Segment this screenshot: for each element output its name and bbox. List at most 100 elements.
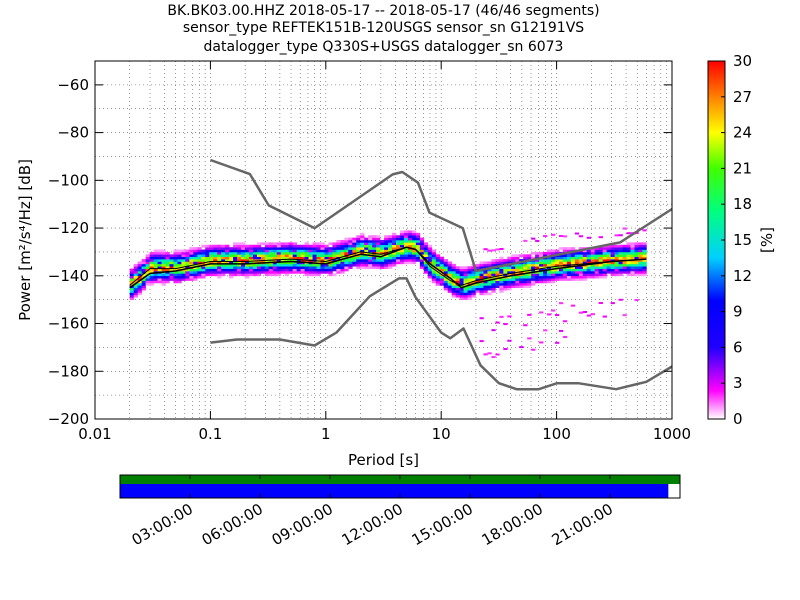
psd-cell	[388, 266, 393, 269]
psd-cell	[499, 287, 504, 291]
psd-cell	[276, 244, 282, 248]
psd-cell	[201, 244, 206, 248]
psd-cell	[348, 249, 353, 253]
psd-cell	[439, 263, 445, 267]
psd-cell	[535, 278, 540, 281]
psd-cell	[384, 235, 389, 238]
psd-cell	[467, 266, 472, 269]
psd-cell	[447, 263, 452, 267]
psd-cell	[153, 249, 158, 253]
psd-cell	[225, 259, 230, 262]
psd-cell	[169, 259, 174, 262]
psd-cell	[551, 309, 556, 312]
psd-cell	[137, 280, 142, 284]
psd-cell	[531, 261, 536, 265]
psd-cell	[602, 275, 607, 279]
psd-cell	[392, 251, 397, 255]
psd-cell	[614, 271, 619, 274]
psd-cell	[332, 266, 337, 269]
psd-cell	[566, 271, 572, 274]
x-tick-label: 1	[321, 425, 331, 443]
psd-cell	[161, 259, 166, 262]
psd-cell	[594, 266, 600, 269]
psd-cell	[189, 268, 194, 272]
psd-cell	[539, 280, 544, 284]
psd-cell	[296, 251, 301, 255]
psd-cell	[237, 268, 242, 272]
psd-cell	[574, 278, 580, 281]
psd-cell	[332, 268, 337, 272]
psd-cell	[248, 254, 254, 258]
psd-cell	[562, 259, 568, 262]
psd-cell	[423, 254, 429, 258]
psd-cell	[149, 268, 154, 272]
psd-cell	[129, 290, 135, 293]
y-tick-label: −100	[48, 171, 89, 189]
psd-cell	[256, 271, 262, 274]
psd-cell	[511, 268, 516, 272]
psd-cell	[523, 285, 528, 289]
psd-cell	[360, 259, 365, 262]
psd-cell	[574, 254, 580, 258]
psd-cell	[153, 275, 158, 279]
psd-cell	[332, 242, 337, 246]
psd-cell	[336, 244, 341, 248]
psd-cell	[181, 251, 186, 255]
psd-cell	[272, 247, 278, 250]
psd-cell	[519, 263, 524, 267]
psd-cell	[495, 271, 500, 274]
psd-cell	[229, 261, 234, 265]
psd-cell	[582, 268, 588, 272]
psd-cell	[598, 271, 603, 274]
psd-cell	[439, 278, 445, 281]
psd-cell	[519, 285, 524, 289]
psd-cell	[455, 278, 460, 281]
psd-cell	[364, 242, 369, 246]
psd-cell	[328, 256, 333, 260]
psd-cell	[388, 254, 393, 258]
psd-cell	[606, 249, 611, 253]
psd-cell	[328, 271, 333, 274]
psd-cell	[610, 268, 615, 272]
colorbar-tick-label: 30	[733, 52, 752, 70]
psd-cell	[332, 256, 337, 260]
psd-cell	[157, 275, 162, 279]
psd-cell	[364, 259, 369, 262]
psd-cell	[173, 256, 178, 260]
psd-cell	[475, 278, 480, 281]
psd-cell	[304, 271, 309, 274]
psd-cell	[475, 282, 480, 286]
psd-cell	[137, 282, 142, 286]
psd-cell	[316, 273, 321, 277]
psd-cell	[594, 275, 600, 279]
psd-cell	[165, 263, 170, 267]
psd-cell	[407, 232, 413, 236]
psd-cell	[368, 240, 373, 243]
psd-cell	[244, 261, 250, 265]
psd-cell	[634, 273, 639, 277]
psd-cell	[626, 273, 631, 277]
psd-cell	[169, 254, 174, 258]
psd-cell	[256, 254, 262, 258]
psd-cell	[463, 294, 468, 298]
psd-cell	[423, 251, 429, 255]
psd-cell	[304, 263, 309, 267]
psd-cell	[459, 280, 464, 284]
psd-cell	[618, 273, 623, 277]
psd-cell	[233, 249, 238, 253]
psd-cell	[626, 254, 631, 258]
psd-cell	[364, 249, 369, 253]
psd-cell	[479, 292, 484, 296]
psd-cell	[197, 273, 202, 277]
psd-cell	[399, 244, 405, 248]
psd-cell	[348, 263, 353, 267]
psd-cell	[614, 266, 619, 269]
psd-cell	[181, 275, 186, 279]
psd-cell	[515, 266, 520, 269]
psd-cell	[256, 242, 262, 246]
psd-cell	[610, 256, 615, 260]
psd-cell	[316, 256, 321, 260]
psd-cell	[380, 256, 385, 260]
psd-cell	[197, 266, 202, 269]
psd-cell	[642, 247, 647, 250]
